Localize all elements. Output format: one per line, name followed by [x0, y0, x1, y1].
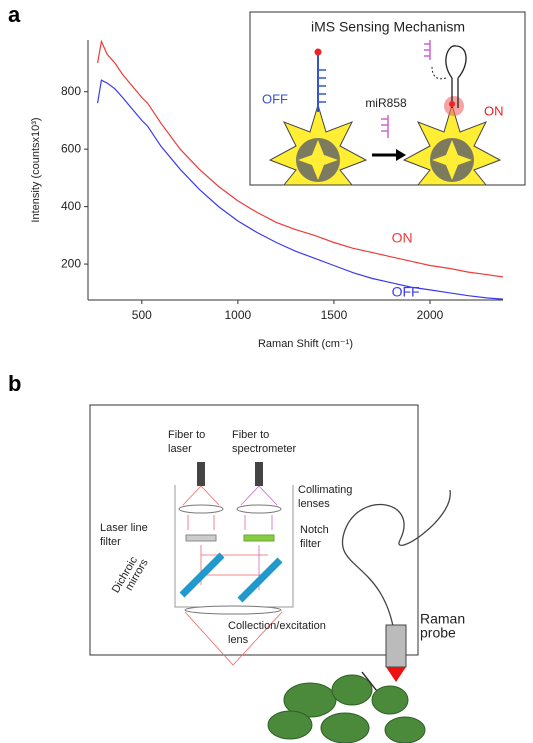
diagram-label: laser — [168, 443, 192, 455]
diagram-label: filter — [300, 538, 321, 550]
x-tick-label: 1500 — [321, 308, 348, 322]
lens — [236, 504, 282, 514]
inset-title: iMS Sensing Mechanism — [311, 19, 465, 35]
y-axis-label: Intensity (countsx10³) — [30, 117, 42, 222]
fiber — [255, 462, 263, 486]
laser-filter — [185, 534, 217, 542]
bases — [318, 69, 326, 103]
diagram-label: Laser line — [100, 522, 148, 534]
panel-label: b — [8, 371, 21, 396]
cable — [341, 489, 451, 639]
reporter — [314, 48, 322, 56]
y-tick-label: 800 — [61, 84, 81, 98]
lens — [184, 605, 282, 615]
on-label: ON — [484, 103, 504, 118]
plant — [267, 674, 426, 743]
x-tick-label: 1000 — [225, 308, 252, 322]
star-center — [298, 140, 338, 180]
x-axis-label: Raman Shift (cm⁻¹) — [258, 338, 353, 350]
x-tick-label: 2000 — [417, 308, 444, 322]
diagram-label: Collimating — [298, 484, 352, 496]
reporter — [449, 101, 455, 107]
diagram-label: probe — [420, 625, 456, 641]
y-tick-label: 200 — [61, 256, 81, 270]
diagram-label: Fiber to — [168, 429, 205, 441]
mirror — [237, 557, 283, 603]
diagram-label: Notch — [300, 524, 329, 536]
diagram-label: filter — [100, 536, 121, 548]
fiber — [197, 462, 205, 486]
duplex — [424, 40, 431, 60]
probe — [385, 624, 407, 668]
star-center — [432, 140, 472, 180]
diagram-label: lenses — [298, 498, 330, 510]
release-arrow — [431, 65, 447, 80]
series-label: OFF — [392, 283, 420, 299]
mirror — [179, 552, 225, 598]
series-label: ON — [392, 230, 413, 246]
series-line — [97, 79, 504, 300]
notch-filter — [243, 534, 275, 542]
inset: iMS Sensing Mechanism OFF miR858 ON — [249, 11, 526, 186]
diagram-label: Collection/excitation — [228, 620, 326, 632]
target-label: miR858 — [365, 96, 407, 110]
arrowhead — [396, 149, 406, 161]
y-tick-label: 600 — [61, 141, 81, 155]
diagram-label: Fiber to — [232, 429, 269, 441]
x-tick-label: 500 — [132, 308, 152, 322]
lens — [178, 504, 224, 514]
off-label: OFF — [262, 91, 288, 106]
diagram-label: lens — [228, 634, 249, 646]
target-strand — [381, 115, 389, 138]
return-beam — [240, 485, 278, 590]
diagram-label: Raman — [420, 611, 465, 627]
beam — [182, 485, 283, 666]
probe-tip — [386, 667, 406, 682]
diagram — [89, 404, 451, 743]
y-tick-label: 400 — [61, 199, 81, 213]
diagram-label: spectrometer — [232, 443, 297, 455]
panel-label: a — [8, 2, 21, 27]
series-line — [97, 39, 504, 278]
